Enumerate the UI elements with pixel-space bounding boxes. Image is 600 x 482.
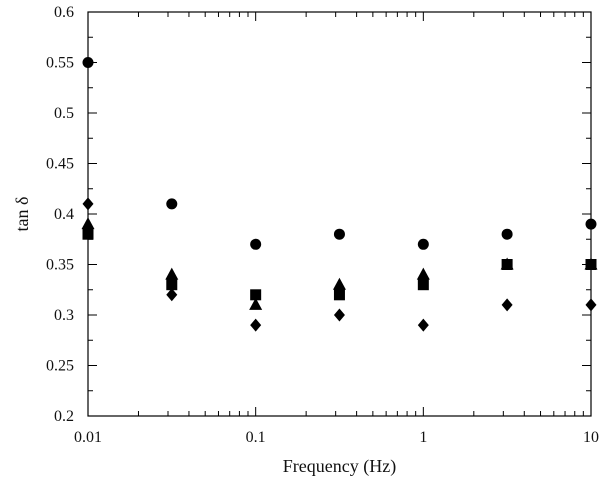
diamond-point: [417, 318, 429, 332]
triangle-point: [416, 267, 430, 280]
circle-point: [501, 228, 513, 240]
square-point: [250, 289, 262, 301]
x-tick-label: 1: [419, 429, 427, 446]
y-tick-label: 0.4: [54, 206, 74, 223]
square-point: [166, 279, 178, 291]
circle-point: [333, 228, 345, 240]
data-marks: [81, 57, 598, 332]
y-tick-label: 0.6: [54, 4, 74, 21]
triangle-point: [165, 267, 179, 280]
y-tick-label: 0.3: [54, 307, 74, 324]
x-tick-label: 0.1: [246, 429, 266, 446]
y-tick-label: 0.25: [46, 358, 74, 375]
y-tick-label: 0.35: [46, 257, 74, 274]
x-axis-title: Frequency (Hz): [283, 456, 396, 477]
x-tick-labels: 0.01 0.1 1 10: [74, 429, 599, 446]
diamond-point: [166, 288, 178, 302]
diamond-point: [333, 308, 345, 322]
y-tick-label: 0.45: [46, 156, 74, 173]
y-tick-label: 0.55: [46, 55, 74, 72]
y-tick-labels: 0.2 0.25 0.3 0.35 0.4 0.45 0.5 0.55 0.6: [46, 4, 74, 425]
circle-point: [166, 198, 178, 210]
x-tick-label: 10: [583, 429, 599, 446]
y-tick-label: 0.5: [54, 105, 74, 122]
circle-point: [417, 238, 429, 250]
y-tick-label: 0.2: [54, 408, 74, 425]
square-point: [501, 259, 513, 270]
circle-point: [250, 238, 262, 250]
plot-frame: [87, 11, 592, 417]
y-axis-title: tan δ: [12, 197, 32, 232]
axis-ticks: [87, 11, 591, 417]
triangle-point: [332, 277, 346, 290]
diamond-point: [250, 318, 262, 332]
x-tick-label: 0.01: [74, 429, 102, 446]
diamond-point: [501, 298, 513, 312]
square-point: [417, 279, 429, 291]
square-point: [333, 289, 345, 301]
triangle-point: [249, 297, 263, 310]
